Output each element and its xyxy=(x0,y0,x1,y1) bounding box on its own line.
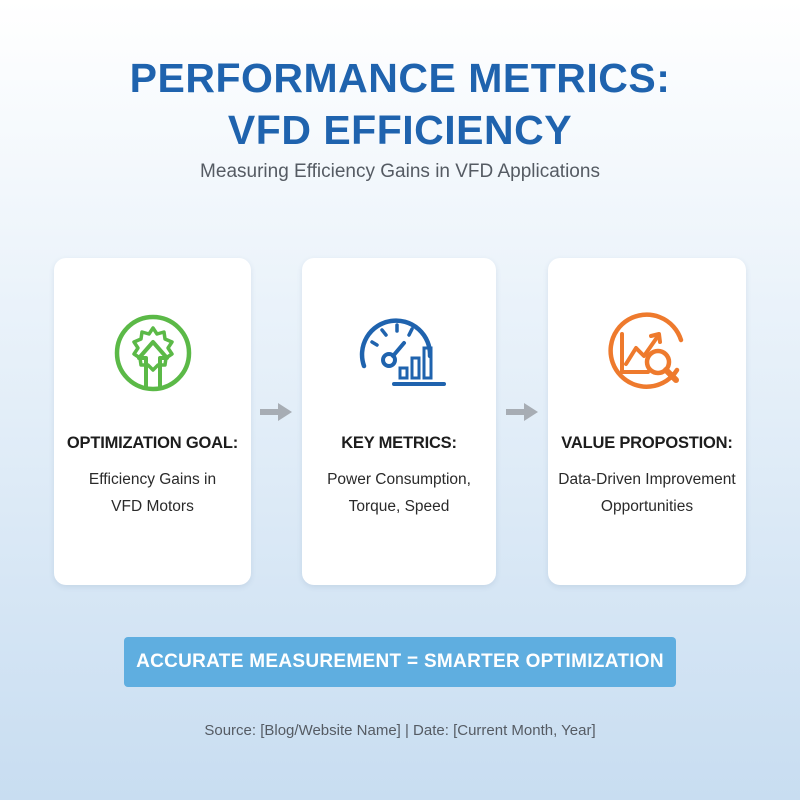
arrow-right-icon xyxy=(506,403,538,421)
card-text: Power Consumption, Torque, Speed xyxy=(327,471,471,515)
page-title: PERFORMANCE METRICS: VFD EFFICIENCY xyxy=(0,52,800,156)
card-heading: OPTIMIZATION GOAL: xyxy=(66,434,239,452)
gear-arrow-icon xyxy=(114,314,191,392)
arrow-right-icon xyxy=(260,403,292,421)
title-line-2: VFD EFFICIENCY xyxy=(227,107,573,153)
card-heading: VALUE PROPOSTION: xyxy=(561,434,733,452)
source-footer: Source: [Blog/Website Name] | Date: [Cur… xyxy=(204,722,596,739)
card-value-proposition: VALUE PROPOSTION: Data-Driven Improvemen… xyxy=(548,258,746,585)
gauge-bar-chart-icon xyxy=(359,318,446,386)
card-optimization-goal: OPTIMIZATION GOAL: Efficiency Gains in V… xyxy=(54,258,251,585)
trend-magnifier-icon xyxy=(608,312,684,389)
card-text: Efficiency Gains in VFD Motors xyxy=(88,471,217,515)
page-subtitle: Measuring Efficiency Gains in VFD Applic… xyxy=(200,161,600,182)
card-key-metrics: KEY METRICS: Power Consumption, Torque, … xyxy=(302,258,496,585)
summary-banner: ACCURATE MEASUREMENT = SMARTER OPTIMIZAT… xyxy=(124,637,676,687)
card-text: Data-Driven Improvement Opportunities xyxy=(558,471,736,515)
card-heading: KEY METRICS: xyxy=(341,434,457,452)
title-line-1: PERFORMANCE METRICS: xyxy=(129,55,671,101)
